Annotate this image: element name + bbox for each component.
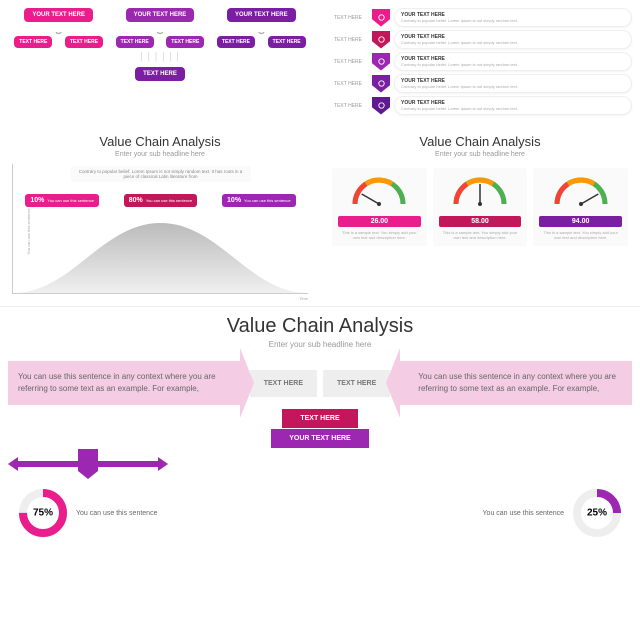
chevron-row: TEXT HERE YOUR TEXT HEREContrary to popul… bbox=[328, 52, 632, 71]
hierarchy-bottom-box: TEXT HERE bbox=[135, 67, 185, 81]
chevron-card: YOUR TEXT HEREContrary to popular belief… bbox=[394, 8, 632, 27]
donut-label: You can use this sentence bbox=[76, 510, 157, 517]
gauge-desc: This is a sample text. You simply add yo… bbox=[539, 230, 622, 240]
top-grid: YOUR TEXT HERE YOUR TEXT HERE YOUR TEXT HE… bbox=[0, 0, 640, 306]
mid-box: TEXT HERE bbox=[250, 370, 317, 397]
brace-icon: ⏟ bbox=[258, 26, 264, 32]
big-subtitle: Enter your sub headline here bbox=[8, 340, 632, 349]
x-axis-label: Time bbox=[299, 296, 308, 301]
chevron-card: YOUR TEXT HEREContrary to popular belief… bbox=[394, 30, 632, 49]
donut-chart: 75% bbox=[18, 488, 68, 538]
bellcurve-panel: Value Chain Analysis Enter your sub head… bbox=[4, 130, 316, 302]
chevron-left-label: TEXT HERE bbox=[328, 103, 368, 109]
curve-note: Contrary to popular belief, Lorem Ipsum … bbox=[71, 166, 251, 182]
hierarchy-mid-box: TEXT HERE bbox=[166, 36, 204, 48]
panel4-title: Value Chain Analysis bbox=[328, 134, 632, 149]
brace-icon: ⏟ bbox=[56, 26, 62, 32]
hierarchy-mid-box: TEXT HERE bbox=[14, 36, 52, 48]
center-box: TEXT HERE bbox=[282, 409, 357, 428]
curve-label: 80%You can use this sentence bbox=[124, 194, 198, 207]
hierarchy-mid-box: TEXT HERE bbox=[268, 36, 306, 48]
gauges-panel: Value Chain Analysis Enter your sub head… bbox=[324, 130, 636, 302]
gauge-value: 58.00 bbox=[439, 216, 522, 227]
chevron-left-label: TEXT HERE bbox=[328, 15, 368, 21]
gauge-card: 94.00 This is a sample text. You simply a… bbox=[533, 168, 628, 246]
gauge-icon bbox=[349, 174, 409, 209]
gauge-value: 26.00 bbox=[338, 216, 421, 227]
hierarchy-mid-box: TEXT HERE bbox=[65, 36, 103, 48]
chevron-icon bbox=[372, 9, 390, 27]
right-text-arrow: You can use this sentence in any context… bbox=[398, 361, 632, 405]
left-text-arrow: You can use this sentence in any context… bbox=[8, 361, 242, 405]
donut-percent: 25% bbox=[587, 508, 607, 519]
chevron-card: YOUR TEXT HEREContrary to popular belief… bbox=[394, 52, 632, 71]
curve-label: 10%You can use this sentence bbox=[25, 194, 99, 207]
chevron-row: TEXT HERE YOUR TEXT HEREContrary to popul… bbox=[328, 74, 632, 93]
chevron-left-label: TEXT HERE bbox=[328, 37, 368, 43]
chevron-icon bbox=[372, 31, 390, 49]
gauge-card: 58.00 This is a sample text. You simply a… bbox=[433, 168, 528, 246]
curve-label: 10%You can use this sentence bbox=[222, 194, 296, 207]
donut-percent: 75% bbox=[33, 508, 53, 519]
donut-chart: 25% bbox=[572, 488, 622, 538]
hierarchy-top-box: YOUR TEXT HERE bbox=[24, 8, 93, 22]
y-axis-label: You can use this sentence bbox=[26, 208, 31, 255]
hierarchy-top-box: YOUR TEXT HERE bbox=[126, 8, 195, 22]
hierarchy-top-box: YOUR TEXT HERE bbox=[227, 8, 296, 22]
hierarchy-mid-box: TEXT HERE bbox=[217, 36, 255, 48]
brace-icon: ⏟ bbox=[157, 26, 163, 32]
big-title: Value Chain Analysis bbox=[8, 315, 632, 338]
chevron-row: TEXT HERE YOUR TEXT HEREContrary to popul… bbox=[328, 96, 632, 115]
chevron-icon bbox=[372, 97, 390, 115]
panel4-subtitle: Enter your sub headline here bbox=[328, 151, 632, 158]
chevron-card: YOUR TEXT HEREContrary to popular belief… bbox=[394, 74, 632, 93]
gauge-desc: This is a sample text. You simply add yo… bbox=[338, 230, 421, 240]
panel3-subtitle: Enter your sub headline here bbox=[8, 151, 312, 158]
gauge-value: 94.00 bbox=[539, 216, 622, 227]
chevron-row: TEXT HERE YOUR TEXT HEREContrary to popul… bbox=[328, 8, 632, 27]
gauge-icon bbox=[450, 174, 510, 209]
gauge-icon bbox=[551, 174, 611, 209]
big-section: Value Chain Analysis Enter your sub head… bbox=[0, 306, 640, 546]
chevron-icon bbox=[372, 75, 390, 93]
three-way-arrow bbox=[8, 449, 168, 479]
chevron-left-label: TEXT HERE bbox=[328, 81, 368, 87]
chevron-list-panel: TEXT HERE YOUR TEXT HEREContrary to popul… bbox=[324, 4, 636, 122]
chevron-card: YOUR TEXT HEREContrary to popular belief… bbox=[394, 96, 632, 115]
gauge-card: 26.00 This is a sample text. You simply a… bbox=[332, 168, 427, 246]
donut-label: You can use this sentence bbox=[483, 510, 564, 517]
hierarchy-mid-box: TEXT HERE bbox=[116, 36, 154, 48]
chevron-row: TEXT HERE YOUR TEXT HEREContrary to popul… bbox=[328, 30, 632, 49]
hierarchy-panel: YOUR TEXT HERE YOUR TEXT HERE YOUR TEXT HE… bbox=[4, 4, 316, 122]
center-box: YOUR TEXT HERE bbox=[271, 429, 368, 448]
mid-box: TEXT HERE bbox=[323, 370, 390, 397]
panel3-title: Value Chain Analysis bbox=[8, 134, 312, 149]
chevron-icon bbox=[372, 53, 390, 71]
gauge-desc: This is a sample text. You simply add yo… bbox=[439, 230, 522, 240]
chevron-left-label: TEXT HERE bbox=[328, 59, 368, 65]
bell-curve bbox=[13, 213, 308, 293]
